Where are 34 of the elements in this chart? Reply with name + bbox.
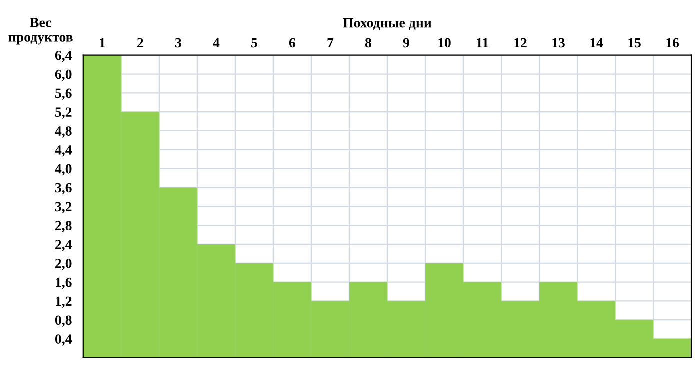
y-tick-label: 6,0 xyxy=(55,70,72,82)
y-tick-label: 2,0 xyxy=(56,258,72,270)
y-tick-label: 4,0 xyxy=(55,164,72,176)
x-tick-label: 7 xyxy=(328,38,334,48)
y-tick-label: 5,2 xyxy=(55,108,72,120)
x-tick-label: 5 xyxy=(252,38,258,48)
x-tick-label: 2 xyxy=(138,38,144,48)
x-tick-label: 6 xyxy=(289,38,296,48)
y-tick-label: 5,6 xyxy=(55,88,72,100)
y-tick-label: 2,4 xyxy=(56,240,72,252)
x-tick-label: 1 xyxy=(100,38,106,48)
y-tick-label: 2,8 xyxy=(56,221,72,233)
x-tick-label: 11 xyxy=(477,38,488,48)
x-tick-label: 13 xyxy=(552,38,565,48)
x-tick-label: 10 xyxy=(438,38,451,48)
y-axis-title: Вес продуктов xyxy=(8,18,73,45)
x-tick-label: 14 xyxy=(590,38,604,48)
y-tick-label: 3,2 xyxy=(55,202,72,214)
y-tick-label: 6,4 xyxy=(55,50,72,62)
x-tick-label: 8 xyxy=(365,38,372,48)
x-tick-label: 3 xyxy=(175,38,182,48)
chart-title: Походные дни xyxy=(343,18,432,30)
y-tick-label: 3,6 xyxy=(55,183,72,195)
y-tick-label: 1,6 xyxy=(56,278,72,290)
x-tick-label: 9 xyxy=(403,38,410,48)
x-tick-label: 16 xyxy=(666,38,680,48)
y-tick-label: 0,4 xyxy=(55,334,72,346)
y-tick-label: 4,8 xyxy=(55,126,72,138)
x-tick-label: 15 xyxy=(628,38,641,48)
y-tick-label: 1,2 xyxy=(56,296,72,308)
y-tick-label: 4,4 xyxy=(55,146,72,157)
y-tick-label: 0,8 xyxy=(55,316,72,328)
x-tick-label: 12 xyxy=(514,38,527,48)
x-tick-label: 4 xyxy=(213,38,220,48)
